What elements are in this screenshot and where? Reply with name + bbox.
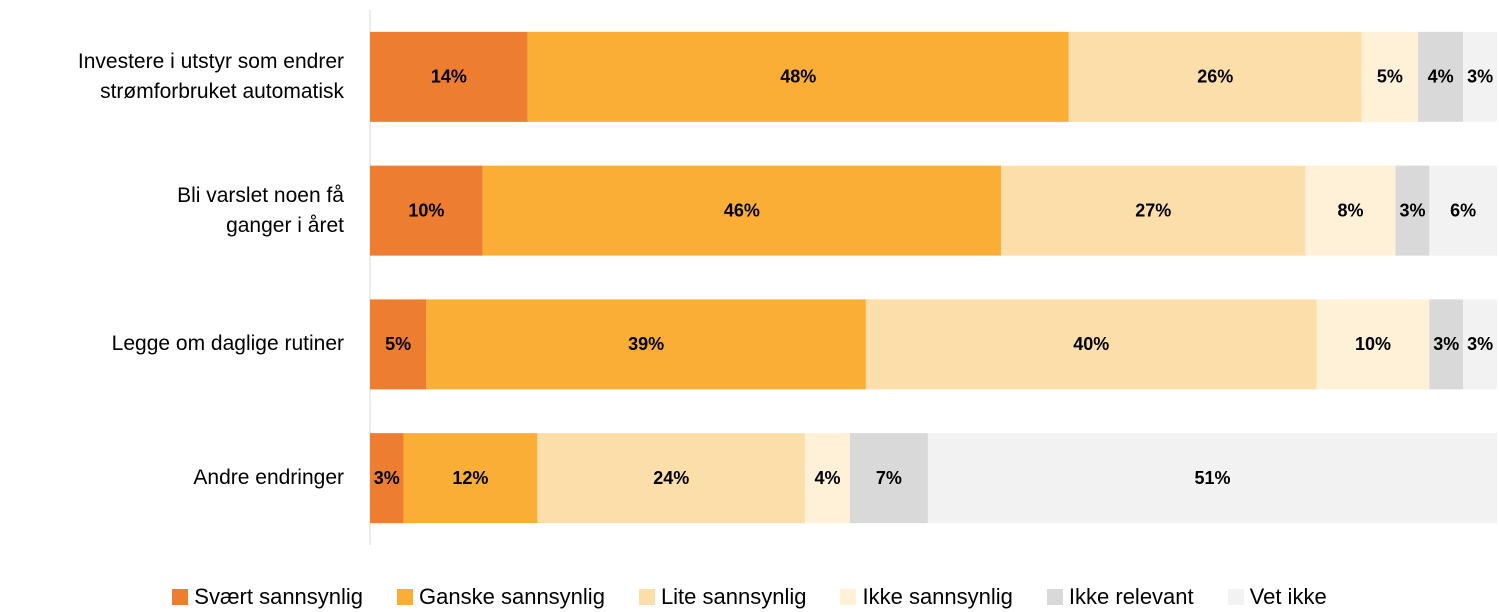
bar-segment	[403, 433, 538, 524]
data-label: 3%	[1433, 334, 1459, 354]
bar-segment	[1418, 31, 1464, 122]
data-label: 8%	[1337, 200, 1363, 220]
legend-label: Vet ikke	[1249, 584, 1327, 609]
legend-swatch	[397, 589, 414, 605]
bar-segment	[1429, 299, 1464, 390]
legend-item: Ikke sannsynlig	[840, 584, 1013, 610]
data-label: 4%	[814, 468, 840, 488]
bar-segment	[1068, 31, 1362, 122]
data-label: 3%	[374, 468, 400, 488]
legend-label: Ganske sannsynlig	[419, 584, 605, 609]
bar-segment	[849, 433, 928, 524]
data-label: 10%	[408, 200, 444, 220]
legend-item: Svært sannsynlig	[172, 584, 363, 610]
data-label: 3%	[1399, 200, 1425, 220]
data-label: 51%	[1194, 468, 1230, 488]
legend-label: Ikke relevant	[1068, 584, 1194, 609]
legend: Svært sannsynlig Ganske sannsynlig Lite sa…	[0, 584, 1499, 610]
data-label: 3%	[1467, 334, 1493, 354]
data-label: 7%	[876, 468, 902, 488]
data-label: 26%	[1197, 67, 1233, 87]
bar-segment	[370, 433, 404, 524]
bar-segment	[805, 433, 850, 524]
data-label: 5%	[1377, 67, 1403, 87]
category-label: Andre endringer	[193, 466, 344, 490]
category-label: Investere i utstyr som endrer strømforbr…	[77, 49, 344, 103]
data-label: 24%	[653, 468, 689, 488]
category-label: Legge om daglige rutiner	[111, 332, 344, 356]
bar-segment	[370, 31, 528, 122]
data-label: 12%	[452, 468, 488, 488]
legend-swatch	[172, 589, 189, 605]
bar-segment	[1305, 165, 1396, 256]
legend-item: Ganske sannsynlig	[397, 584, 605, 610]
data-label: 27%	[1135, 200, 1171, 220]
bar-segment	[482, 165, 1002, 256]
data-label: 6%	[1450, 200, 1476, 220]
legend-swatch	[840, 589, 857, 605]
bar-segment	[1316, 299, 1430, 390]
data-label: 39%	[628, 334, 664, 354]
data-label: 4%	[1428, 67, 1454, 87]
legend-label: Lite sannsynlig	[660, 584, 807, 609]
data-label: 46%	[724, 200, 760, 220]
legend-label: Ikke sannsynlig	[862, 584, 1013, 609]
legend-item: Lite sannsynlig	[638, 584, 807, 610]
legend-swatch	[1227, 589, 1244, 605]
legend-label: Svært sannsynlig	[194, 584, 364, 609]
bar-segment	[1429, 165, 1497, 256]
bar-segment	[370, 299, 427, 390]
bar-segment	[537, 433, 806, 524]
bar-segment	[1361, 31, 1419, 122]
bar-segment	[527, 31, 1069, 122]
category-label: Bli varslet noen få ganger i året	[177, 183, 344, 237]
bar-segment	[927, 433, 1497, 524]
data-label: 40%	[1073, 334, 1109, 354]
data-label: 14%	[431, 67, 467, 87]
bar-segment	[426, 299, 866, 390]
data-label: 3%	[1467, 67, 1493, 87]
data-label: 48%	[780, 67, 816, 87]
data-label: 10%	[1355, 334, 1391, 354]
bar-segment	[1395, 165, 1430, 256]
legend-item: Ikke relevant	[1046, 584, 1194, 610]
bar-segment	[1001, 165, 1306, 256]
bar-segment	[370, 165, 483, 256]
bar-segment	[1463, 31, 1497, 122]
legend-swatch	[1046, 589, 1063, 605]
legend-swatch	[638, 589, 655, 605]
bar-segment	[1463, 299, 1497, 390]
bar-segment	[865, 299, 1317, 390]
data-label: 5%	[385, 334, 411, 354]
legend-item: Vet ikke	[1227, 584, 1327, 610]
